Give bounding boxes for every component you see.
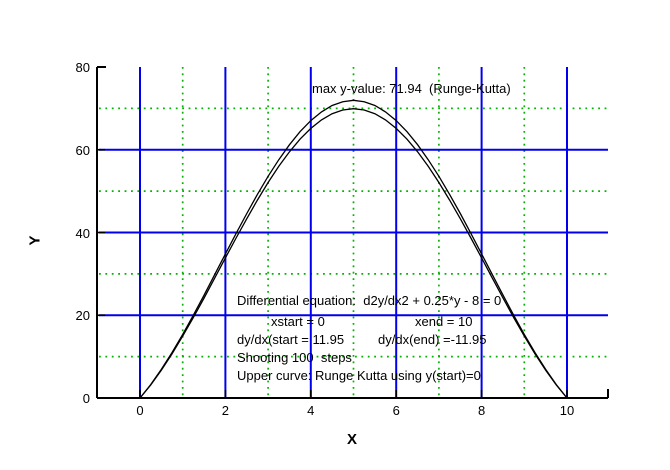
x-tick-label: 0 xyxy=(136,403,144,418)
equation-annotation: Differential equation: d2y/dx2 + 0.25*y … xyxy=(237,293,502,308)
y-tick-label: 0 xyxy=(82,391,90,406)
y-tick-label: 20 xyxy=(75,308,90,324)
curve-upper-runge-kutta xyxy=(139,99,568,399)
curve-lower xyxy=(139,108,568,399)
y-axis-title: Y xyxy=(26,235,44,246)
xend-annotation: xend = 10 xyxy=(415,314,473,329)
x-tick-label: 4 xyxy=(307,403,315,418)
dydx-end-annotation: dy/dx(end) =-11.95 xyxy=(378,332,487,347)
x-tick-label: 10 xyxy=(559,403,575,418)
x-tick-label: 2 xyxy=(221,403,229,418)
y-tick-label: 60 xyxy=(75,142,90,158)
shooting-annotation: Shooting 100 steps xyxy=(237,350,352,365)
x-axis-title: X xyxy=(346,431,357,448)
xstart-annotation: xstart = 0 xyxy=(271,314,325,329)
y-tick-label: 80 xyxy=(75,60,90,75)
upper-curve-annotation: Upper curve: Runge Kutta using y(start)=… xyxy=(237,368,481,383)
x-tick-label: 8 xyxy=(477,403,486,418)
y-tick-label: 40 xyxy=(75,225,90,241)
dydx-start-annotation: dy/dx(start = 11.95 xyxy=(237,332,345,347)
x-tick-label: 6 xyxy=(392,403,400,418)
max-value-annotation: max y-value: 71.94 (Runge-Kutta) xyxy=(312,81,511,96)
